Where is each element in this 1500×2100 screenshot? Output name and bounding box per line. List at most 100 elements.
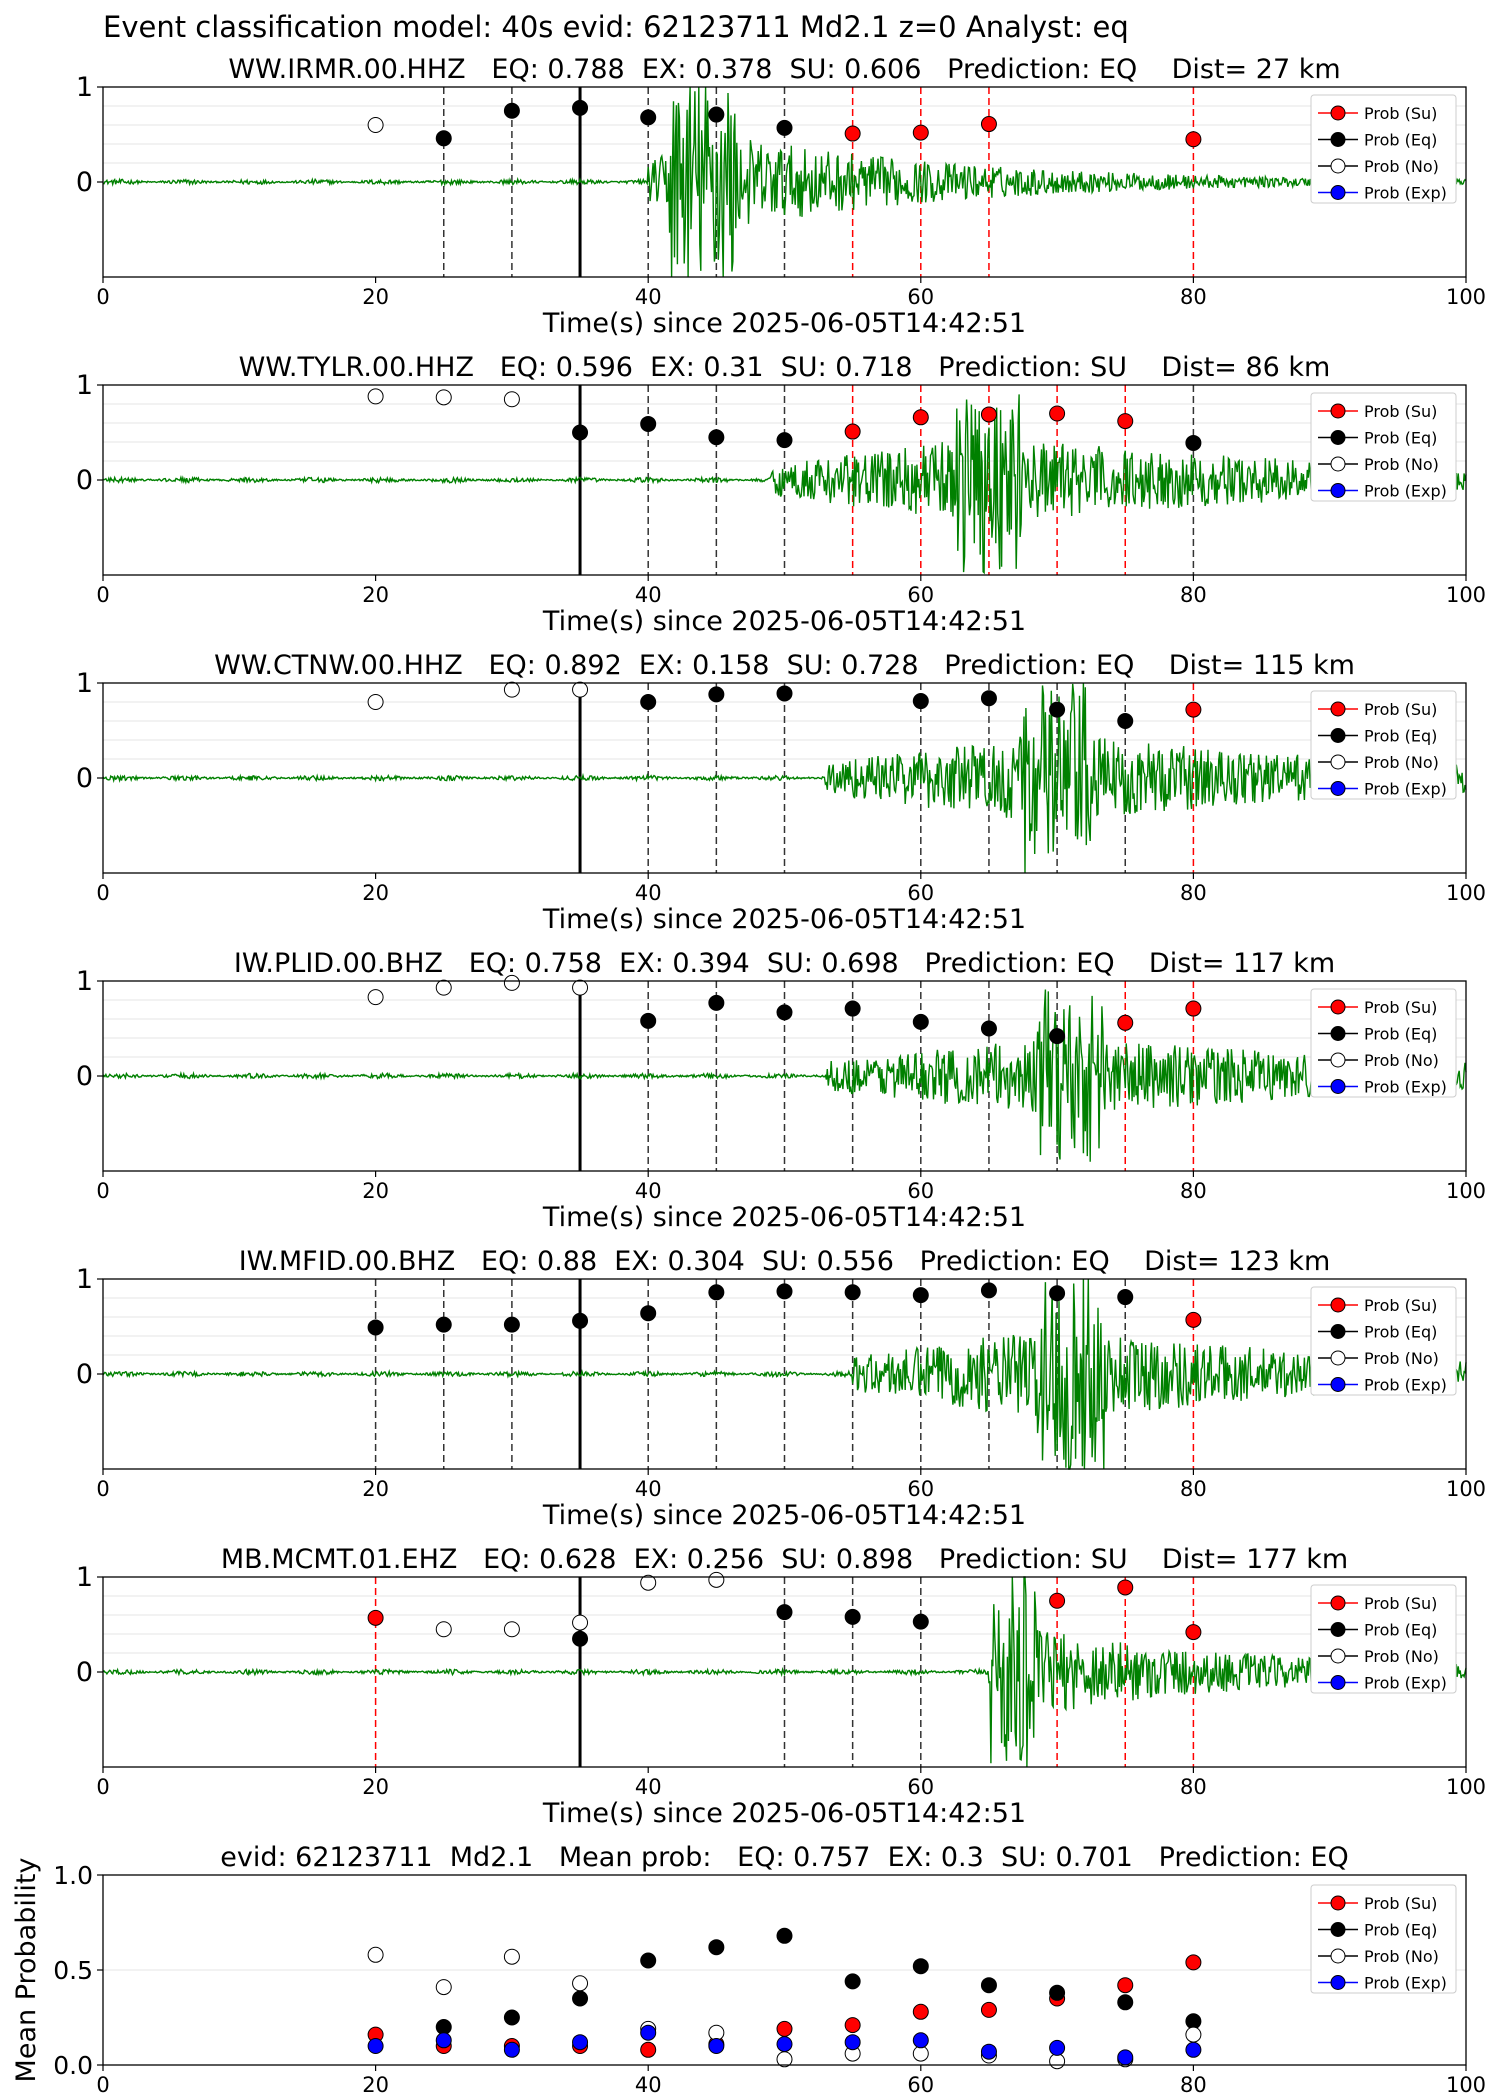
point-prob-su bbox=[367, 1609, 384, 1626]
point-prob-eq bbox=[844, 1284, 861, 1301]
point-prob-no bbox=[367, 1946, 384, 1963]
x-tick-label: 80 bbox=[1180, 881, 1207, 905]
legend-label-prob-su: Prob (Su) bbox=[1364, 1894, 1437, 1913]
point-prob-eq bbox=[776, 1004, 793, 1021]
point-prob-eq bbox=[503, 1316, 520, 1333]
x-axis-label: Time(s) since 2025-06-05T14:42:51 bbox=[542, 1500, 1026, 1531]
point-prob-no bbox=[1049, 2053, 1066, 2070]
x-tick-label: 20 bbox=[362, 285, 389, 309]
legend-marker-prob-no bbox=[1330, 754, 1346, 770]
point-prob-eq bbox=[572, 1312, 589, 1329]
legend-marker-prob-eq bbox=[1330, 1324, 1346, 1339]
point-prob-eq bbox=[435, 130, 452, 147]
x-tick-label: 80 bbox=[1180, 285, 1207, 309]
legend-label-prob-eq: Prob (Eq) bbox=[1364, 429, 1437, 448]
point-prob-su bbox=[844, 423, 861, 440]
panel-5: IW.MFID.00.BHZ EQ: 0.88 EX: 0.304 SU: 0.… bbox=[76, 1246, 1486, 1531]
x-tick-label: 40 bbox=[635, 1775, 662, 1799]
point-prob-eq bbox=[980, 690, 997, 707]
legend-marker-prob-no bbox=[1330, 158, 1346, 174]
waveform-trace bbox=[102, 1278, 1467, 1470]
point-prob-no bbox=[435, 1979, 452, 1996]
point-prob-eq bbox=[912, 1013, 929, 1030]
legend-marker-prob-eq bbox=[1330, 1026, 1346, 1041]
point-prob-eq bbox=[912, 1613, 929, 1630]
point-prob-su bbox=[1049, 405, 1066, 422]
point-prob-su bbox=[1185, 1624, 1202, 1641]
y-tick-label: 0.0 bbox=[53, 2051, 93, 2080]
legend-marker-prob-su bbox=[1330, 1297, 1346, 1313]
point-prob-eq bbox=[572, 424, 589, 441]
legend-label-prob-exp: Prob (Exp) bbox=[1364, 1974, 1447, 1993]
legend-frame bbox=[1310, 1884, 1457, 1994]
legend-marker-prob-exp bbox=[1330, 1377, 1346, 1392]
point-prob-su bbox=[980, 116, 997, 133]
panel-title: WW.IRMR.00.HHZ EQ: 0.788 EX: 0.378 SU: 0… bbox=[228, 54, 1340, 85]
legend-marker-prob-eq bbox=[1330, 728, 1346, 743]
point-prob-eq bbox=[708, 1284, 725, 1301]
point-prob-eq bbox=[503, 102, 520, 119]
legend-marker-prob-eq bbox=[1330, 1622, 1346, 1637]
x-axis-label: Time(s) since 2025-06-05T14:42:51 bbox=[542, 1798, 1026, 1829]
legend-label-prob-su: Prob (Su) bbox=[1364, 1594, 1437, 1613]
point-prob-no bbox=[503, 974, 520, 991]
point-prob-su bbox=[844, 2017, 861, 2034]
x-tick-label: 60 bbox=[907, 2073, 934, 2097]
x-tick-label: 20 bbox=[362, 1775, 389, 1799]
x-tick-label: 80 bbox=[1180, 2073, 1207, 2097]
y-tick-label: 0.5 bbox=[53, 1956, 93, 1985]
point-prob-exp bbox=[367, 2038, 384, 2054]
x-tick-label: 20 bbox=[362, 1477, 389, 1501]
waveform-trace bbox=[102, 86, 1467, 278]
point-prob-eq bbox=[776, 1283, 793, 1300]
point-prob-eq bbox=[1049, 701, 1066, 718]
legend-marker-prob-su bbox=[1330, 1895, 1346, 1911]
point-prob-no bbox=[572, 979, 589, 996]
legend-marker-prob-no bbox=[1330, 1948, 1346, 1964]
x-tick-label: 20 bbox=[362, 1179, 389, 1203]
point-prob-su bbox=[1117, 1579, 1134, 1596]
point-prob-no bbox=[640, 1574, 657, 1591]
point-prob-no bbox=[572, 681, 589, 698]
point-prob-su bbox=[980, 406, 997, 423]
legend-marker-prob-no bbox=[1330, 456, 1346, 472]
legend-marker-prob-no bbox=[1330, 1350, 1346, 1366]
x-tick-label: 80 bbox=[1180, 1477, 1207, 1501]
point-prob-exp bbox=[912, 2032, 929, 2049]
point-prob-eq bbox=[367, 1319, 384, 1336]
point-prob-eq bbox=[844, 1973, 861, 1990]
panel-4: IW.PLID.00.BHZ EQ: 0.758 EX: 0.394 SU: 0… bbox=[76, 948, 1486, 1233]
point-prob-no bbox=[503, 681, 520, 698]
x-axis-label: Time(s) since 2025-06-05T14:42:51 bbox=[542, 308, 1026, 339]
point-prob-exp bbox=[640, 2024, 657, 2041]
y-tick-label: 1 bbox=[76, 966, 93, 997]
legend-frame bbox=[1310, 1286, 1457, 1396]
point-prob-su bbox=[912, 124, 929, 141]
point-prob-su bbox=[912, 2003, 929, 2020]
point-prob-eq bbox=[640, 1952, 657, 1969]
point-prob-su bbox=[1185, 131, 1202, 148]
point-prob-eq bbox=[980, 1977, 997, 1994]
legend-marker-prob-eq bbox=[1330, 430, 1346, 445]
legend-label-prob-exp: Prob (Exp) bbox=[1364, 482, 1447, 501]
point-prob-no bbox=[435, 1621, 452, 1638]
legend-label-prob-su: Prob (Su) bbox=[1364, 1296, 1437, 1315]
legend-marker-prob-exp bbox=[1330, 781, 1346, 796]
waveform-trace bbox=[102, 682, 1467, 874]
point-prob-exp bbox=[844, 2034, 861, 2051]
point-prob-eq bbox=[776, 685, 793, 702]
legend-frame bbox=[1310, 690, 1457, 800]
x-tick-label: 100 bbox=[1446, 1775, 1486, 1799]
panel-3: WW.CTNW.00.HHZ EQ: 0.892 EX: 0.158 SU: 0… bbox=[76, 650, 1486, 935]
legend-label-prob-exp: Prob (Exp) bbox=[1364, 1674, 1447, 1693]
point-prob-eq bbox=[776, 119, 793, 136]
x-tick-label: 80 bbox=[1180, 1775, 1207, 1799]
panel-title: evid: 62123711 Md2.1 Mean prob: EQ: 0.75… bbox=[220, 1842, 1348, 1873]
legend-marker-prob-exp bbox=[1330, 1079, 1346, 1094]
point-prob-eq bbox=[1049, 1984, 1066, 2001]
x-tick-label: 60 bbox=[907, 285, 934, 309]
panel-title: WW.CTNW.00.HHZ EQ: 0.892 EX: 0.158 SU: 0… bbox=[214, 650, 1355, 681]
legend-marker-prob-eq bbox=[1330, 1922, 1346, 1937]
x-tick-label: 40 bbox=[635, 583, 662, 607]
panel-6: MB.MCMT.01.EHZ EQ: 0.628 EX: 0.256 SU: 0… bbox=[76, 1544, 1486, 1829]
